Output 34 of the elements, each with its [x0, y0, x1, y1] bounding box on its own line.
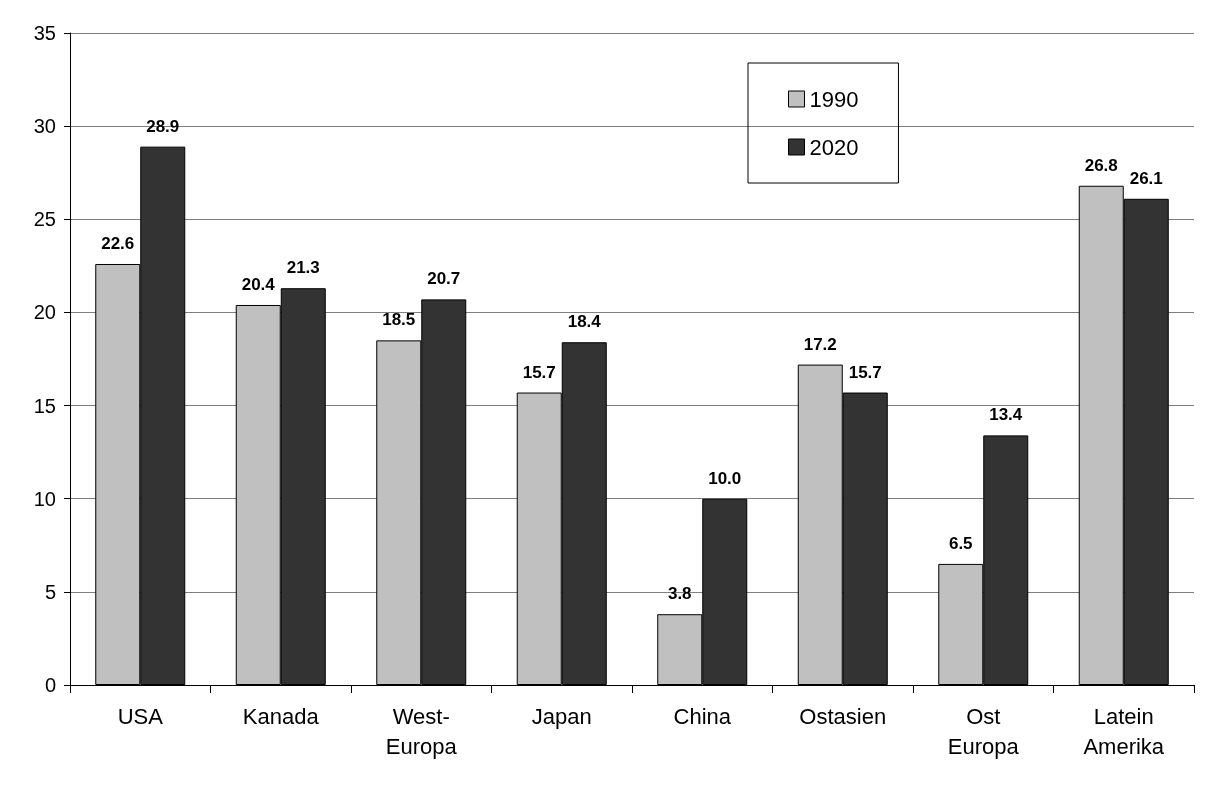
x-tick-label: West- Europa	[385, 703, 458, 759]
data-label: 17.2	[803, 334, 837, 354]
data-label: 13.4	[989, 405, 1023, 425]
y-tick-label: 0	[44, 674, 56, 696]
y-tick-label: 20	[33, 301, 56, 324]
x-tick-label: Japan	[531, 703, 592, 729]
data-label: 10.0	[708, 468, 742, 488]
x-tick-label: Kanada	[242, 703, 320, 729]
data-label: 26.8	[1084, 155, 1118, 175]
data-label: 21.3	[286, 258, 320, 278]
x-tick-label: Latein Amerika	[1083, 703, 1165, 759]
y-tick-label: 10	[33, 487, 56, 510]
legend-label: 1990	[809, 86, 859, 112]
x-tick-label: China	[673, 703, 732, 729]
data-label: 20.4	[241, 274, 276, 294]
y-tick-label: 30	[33, 115, 56, 138]
data-label: 18.4	[567, 312, 602, 332]
data-label: 28.9	[146, 116, 180, 136]
y-tick-label: 5	[44, 580, 56, 603]
data-label: 15.7	[848, 362, 882, 382]
data-label: 3.8	[667, 584, 692, 604]
y-tick-label: 15	[33, 394, 56, 417]
data-label: 15.7	[522, 362, 556, 382]
data-label: 20.7	[427, 269, 461, 289]
data-label: 18.5	[382, 310, 416, 330]
legend-label: 2020	[809, 134, 859, 160]
x-tick-label: Ost Europa	[947, 703, 1020, 759]
data-label: 22.6	[101, 233, 135, 253]
y-tick-label: 35	[33, 22, 56, 44]
y-tick-label: 25	[33, 208, 56, 231]
data-label: 6.5	[948, 533, 973, 553]
x-tick-label: Ostasien	[799, 703, 887, 729]
data-label: 26.1	[1129, 168, 1163, 188]
x-tick-label: USA	[117, 703, 164, 729]
